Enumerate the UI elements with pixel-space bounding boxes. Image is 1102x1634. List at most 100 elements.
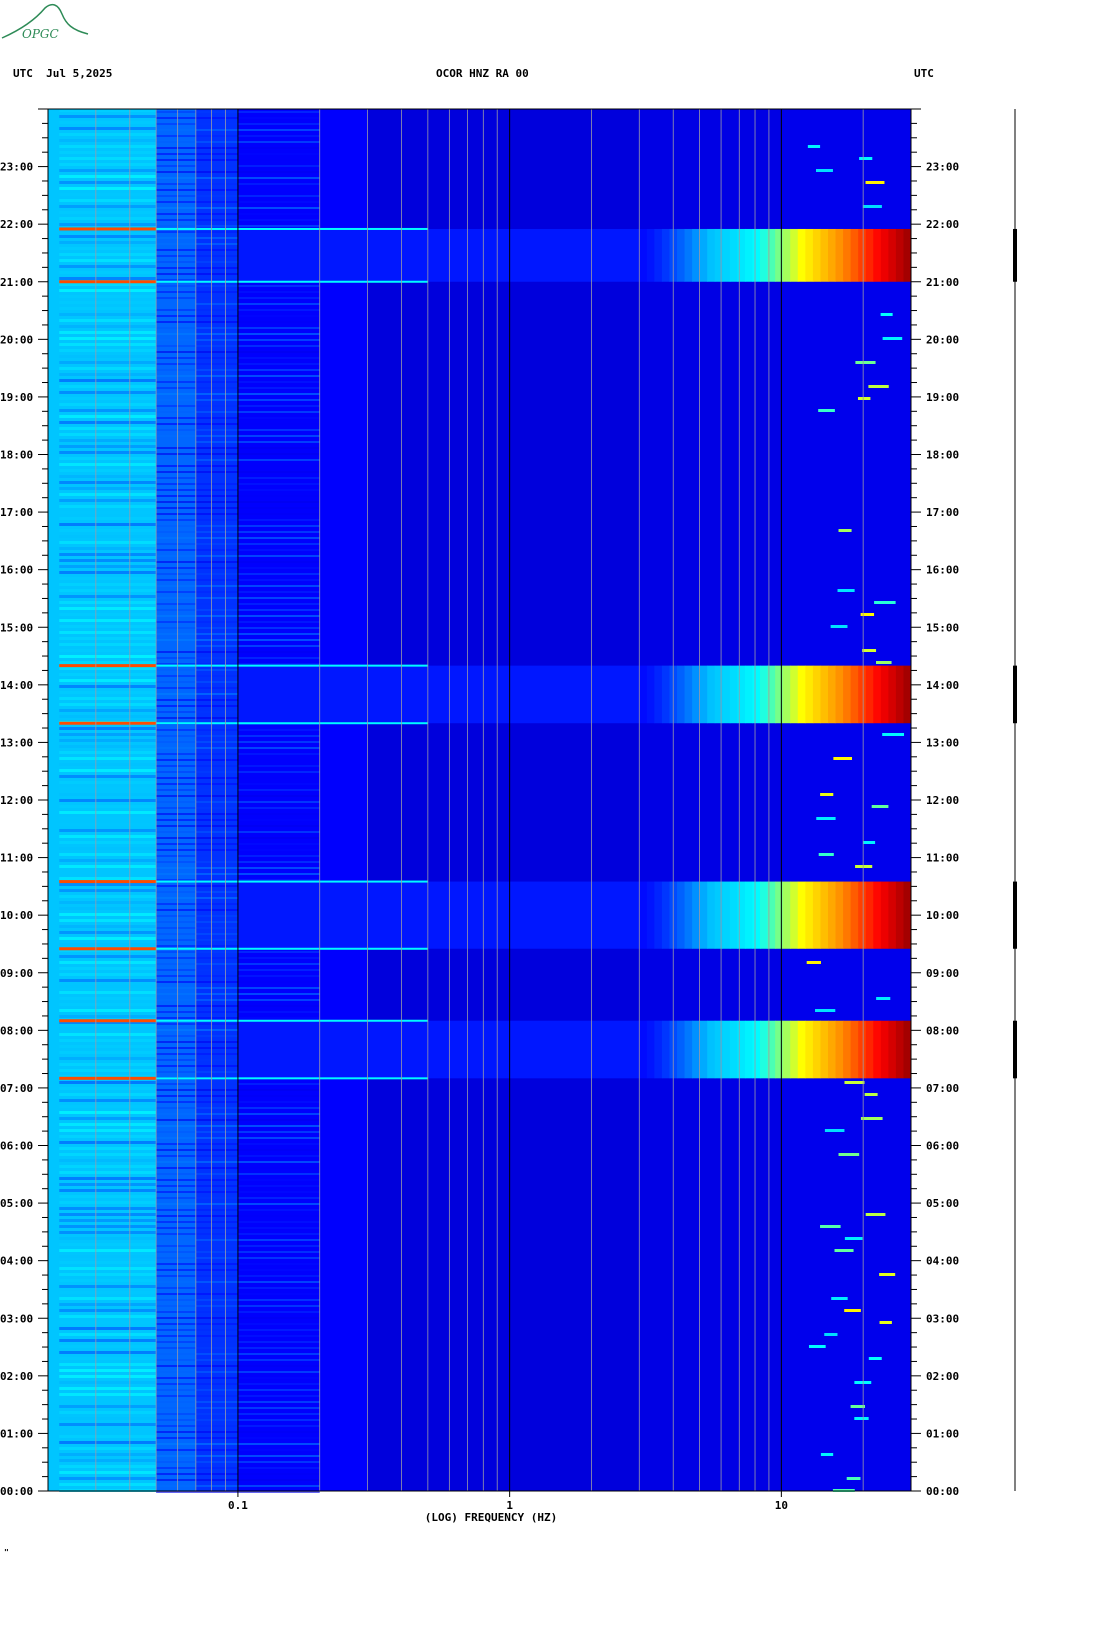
noise-streak xyxy=(59,931,157,934)
event-strip xyxy=(707,228,716,282)
noise-streak xyxy=(59,583,157,586)
noise-streak xyxy=(59,271,157,274)
noise-streak xyxy=(59,631,157,634)
noise-streak xyxy=(59,505,157,508)
event-strip xyxy=(677,1020,686,1079)
event-strip xyxy=(827,881,837,949)
noise-streak xyxy=(59,589,157,592)
noise-streak xyxy=(59,1405,157,1408)
y-tick-label-right: 19:00 xyxy=(926,391,959,404)
noise-streak xyxy=(59,571,157,574)
event-strip xyxy=(677,228,686,282)
noise-streak xyxy=(59,139,157,142)
event-strip xyxy=(707,665,716,724)
event-strip xyxy=(797,228,806,282)
event-strip xyxy=(714,881,723,949)
noise-streak xyxy=(59,751,157,754)
noise-streak xyxy=(59,1213,157,1216)
noise-streak xyxy=(59,901,157,904)
noise-streak xyxy=(59,1039,157,1042)
y-tick-label-left: 21:00 xyxy=(0,276,33,289)
noise-streak xyxy=(59,157,157,160)
noise-streak xyxy=(59,1351,157,1354)
noise-streak xyxy=(59,661,157,664)
event-strip xyxy=(858,881,867,949)
noise-streak xyxy=(59,253,157,256)
noise-streak xyxy=(59,415,157,418)
noise-streak xyxy=(59,385,157,388)
noise-streak xyxy=(59,1471,157,1474)
y-axis: 00:00 00:00 01:00 01:00 02:00 02:00 03:00 03:00… xyxy=(0,108,959,1498)
noise-speckle xyxy=(863,841,876,844)
noise-streak xyxy=(59,331,157,334)
noise-streak xyxy=(59,889,157,892)
y-tick-label-right: 07:00 xyxy=(926,1082,959,1095)
noise-streak xyxy=(59,637,157,640)
event-strip xyxy=(654,881,663,949)
noise-streak xyxy=(59,181,157,184)
event-strip xyxy=(820,881,829,949)
event-edge-hot xyxy=(59,947,157,951)
noise-streak xyxy=(59,691,157,694)
noise-speckle xyxy=(855,361,876,364)
noise-streak xyxy=(59,685,157,688)
noise-streak xyxy=(59,337,157,340)
y-tick-label-left: 07:00 xyxy=(0,1082,33,1095)
y-tick-label-left: 09:00 xyxy=(0,967,33,980)
noise-streak xyxy=(59,733,157,736)
noise-speckle xyxy=(816,817,836,820)
y-tick-label-left: 04:00 xyxy=(0,1255,33,1268)
noise-speckle xyxy=(831,1297,848,1300)
noise-speckle xyxy=(876,661,892,664)
noise-streak xyxy=(59,121,157,124)
noise-streak xyxy=(59,613,157,616)
noise-streak xyxy=(59,451,157,454)
event-strip xyxy=(888,665,897,724)
event-strip xyxy=(895,1020,904,1079)
y-tick-label-right: 08:00 xyxy=(926,1024,959,1037)
noise-streak xyxy=(59,1279,157,1282)
noise-speckle xyxy=(864,1093,878,1096)
noise-streak xyxy=(59,1243,157,1246)
noise-streak xyxy=(59,1237,157,1240)
noise-streak xyxy=(59,1345,157,1348)
noise-streak xyxy=(59,1285,157,1288)
noise-streak xyxy=(59,973,157,976)
noise-streak xyxy=(59,1231,157,1234)
event-strip xyxy=(873,1020,882,1079)
event-strip xyxy=(903,881,912,949)
event-strip xyxy=(805,881,814,949)
noise-streak xyxy=(59,607,157,610)
event-edge xyxy=(156,227,428,230)
noise-streak xyxy=(59,163,157,166)
noise-streak xyxy=(59,805,157,808)
event-strip xyxy=(880,228,889,282)
event-strip xyxy=(654,1020,663,1079)
y-tick-label-left: 14:00 xyxy=(0,679,33,692)
frequency-gridlines xyxy=(47,109,912,1491)
noise-streak xyxy=(59,1147,157,1150)
noise-streak xyxy=(59,391,157,394)
noise-streak xyxy=(59,1483,157,1486)
noise-speckle xyxy=(860,613,875,616)
noise-speckle xyxy=(818,853,834,856)
y-tick-label-right: 05:00 xyxy=(926,1197,959,1210)
noise-streak xyxy=(59,529,157,532)
noise-streak xyxy=(59,1195,157,1198)
event-strip xyxy=(775,881,784,949)
event-strip xyxy=(722,881,731,949)
x-tick-label: 0.1 xyxy=(228,1499,248,1512)
y-tick-label-right: 20:00 xyxy=(926,333,959,346)
noise-speckle xyxy=(857,397,871,400)
event-strip xyxy=(646,1020,655,1079)
noise-streak xyxy=(59,361,157,364)
noise-streak xyxy=(59,547,157,550)
y-tick-label-left: 10:00 xyxy=(0,909,33,922)
noise-streak xyxy=(59,403,157,406)
noise-streak xyxy=(59,1219,157,1222)
event-strip xyxy=(827,228,837,282)
noise-streak xyxy=(59,517,157,520)
noise-streak xyxy=(59,367,157,370)
noise-speckle xyxy=(874,601,896,604)
event-strip xyxy=(767,881,776,949)
